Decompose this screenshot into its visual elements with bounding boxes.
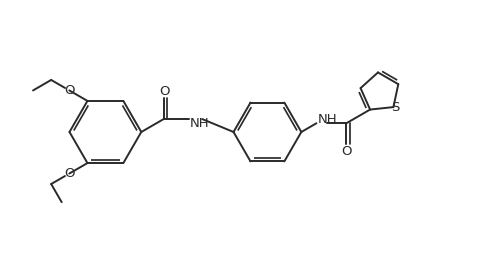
Text: NH: NH (190, 117, 209, 130)
Text: O: O (341, 145, 351, 158)
Text: O: O (64, 84, 75, 97)
Text: O: O (159, 85, 169, 98)
Text: S: S (391, 101, 399, 114)
Text: NH: NH (318, 113, 337, 126)
Text: O: O (64, 167, 75, 180)
